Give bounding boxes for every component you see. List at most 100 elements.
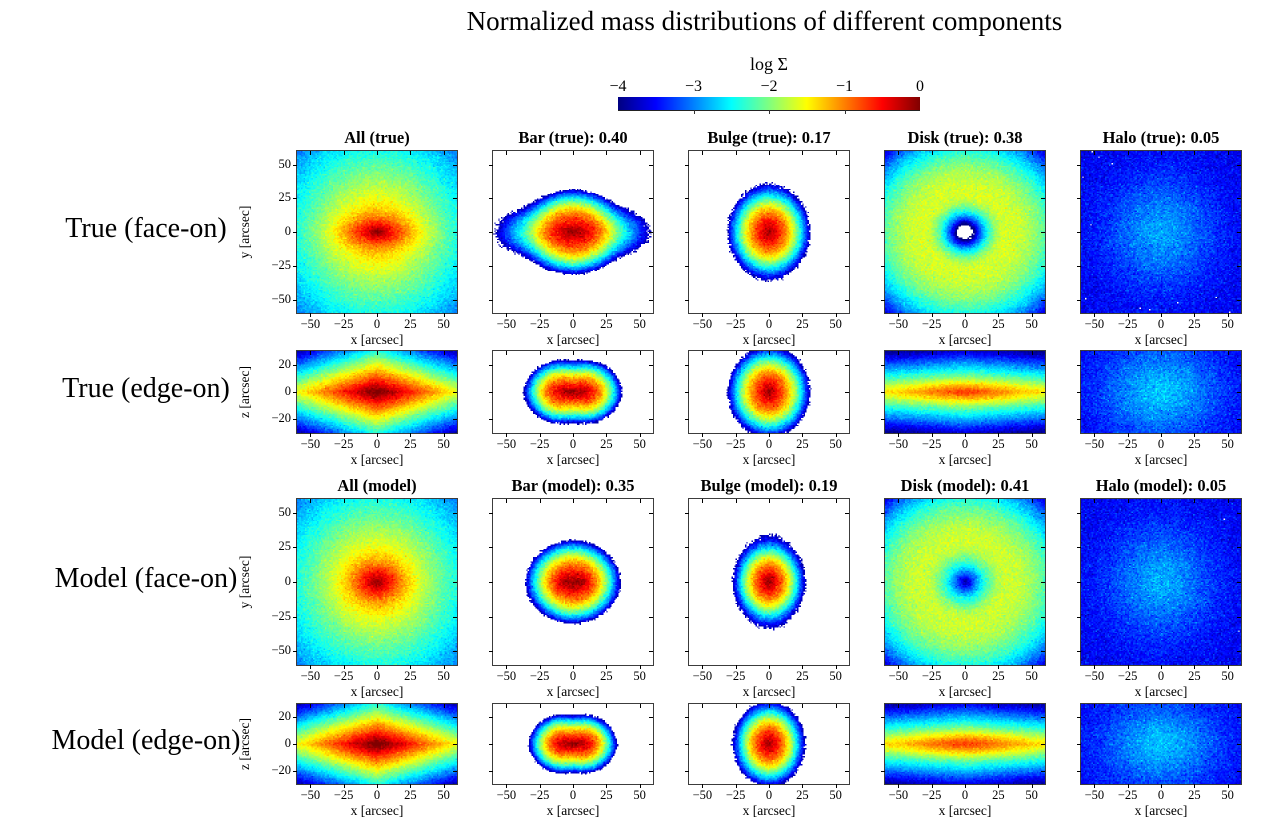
x-axis-label: x [arcsec] [297,684,457,700]
y-tick [1237,651,1241,652]
x-axis-label: x [arcsec] [493,332,653,348]
x-tick-label: 50 [1206,317,1250,332]
y-tick-label: −20 [261,763,291,778]
y-tick [1237,266,1241,267]
y-tick [1077,771,1081,772]
x-tick [1228,499,1229,503]
x-tick [965,499,966,503]
x-axis-label: x [arcsec] [1081,803,1241,819]
x-tick [1194,151,1195,155]
y-tick [453,300,457,301]
y-tick [649,513,653,514]
y-tick [1077,651,1081,652]
y-tick [881,232,885,233]
y-tick [293,771,297,772]
y-tick [1077,419,1081,420]
x-tick [898,704,899,708]
x-axis-label: x [arcsec] [885,803,1045,819]
x-tick [444,704,445,708]
x-tick [769,499,770,503]
x-tick [702,499,703,503]
y-tick [1237,744,1241,745]
x-tick [344,499,345,503]
colorbar-gradient [618,97,920,111]
y-tick [845,717,849,718]
x-tick [1094,351,1095,355]
x-tick [344,704,345,708]
y-tick [685,300,689,301]
heatmap-canvas [885,499,1045,665]
y-tick [1041,198,1045,199]
y-tick [649,717,653,718]
y-tick [1077,392,1081,393]
x-tick [377,151,378,155]
y-tick [1077,582,1081,583]
y-tick [1237,582,1241,583]
x-tick [310,151,311,155]
colorbar-tick-mark [694,110,695,114]
y-tick [1041,771,1045,772]
y-tick [453,419,457,420]
x-tick-label: 50 [814,437,858,452]
panel-title: Bar (model): 0.35 [512,476,635,496]
x-tick [932,351,933,355]
x-tick-label: 50 [1010,788,1054,803]
y-tick [845,771,849,772]
x-axis-label: x [arcsec] [297,803,457,819]
y-tick [649,771,653,772]
x-tick [736,151,737,155]
y-tick [489,392,493,393]
panel-disk-model-edge: −50 −25 0 25 50 x [arcsec] [884,703,1046,785]
y-tick [453,392,457,393]
panel-all-true-edge: −50 −25 0 25 50 −20 0 20 x [arcsec] z [arcsec] [296,350,458,434]
x-tick [573,151,574,155]
x-tick [965,351,966,355]
x-tick [998,151,999,155]
x-tick [769,351,770,355]
x-tick [802,704,803,708]
y-tick [489,617,493,618]
x-axis-label: x [arcsec] [885,452,1045,468]
x-tick [998,351,999,355]
x-tick [1128,704,1129,708]
x-tick-label: 50 [422,317,466,332]
y-tick-label: 50 [261,157,291,172]
x-tick [640,704,641,708]
x-tick-label: 50 [422,437,466,452]
y-tick [881,582,885,583]
x-axis-label: x [arcsec] [1081,684,1241,700]
y-tick [489,547,493,548]
panel-all-true-face: All (true) −50 −25 0 25 50 −50 −25 0 25 50 x [arcse… [296,150,458,314]
y-tick [453,582,457,583]
y-tick-label: −25 [261,609,291,624]
x-tick [640,351,641,355]
y-tick [453,513,457,514]
y-tick [685,419,689,420]
panel-bar-true-edge: −50 −25 0 25 50 x [arcsec] [492,350,654,434]
panel-halo-model-face: Halo (model): 0.05 −50 −25 0 25 50 x [arcsec] [1080,498,1242,666]
y-tick-label: −25 [261,258,291,273]
x-tick [377,704,378,708]
x-tick [506,151,507,155]
y-tick-label: 25 [261,190,291,205]
y-tick [685,513,689,514]
y-tick [845,232,849,233]
y-tick [1077,617,1081,618]
y-tick [489,266,493,267]
heatmap-canvas [493,499,653,665]
heatmap-canvas [297,351,457,433]
y-tick [649,582,653,583]
x-tick [702,351,703,355]
x-tick-label: 50 [618,437,662,452]
y-tick [489,165,493,166]
figure-title: Normalized mass distributions of differe… [260,6,1269,37]
y-tick [293,365,297,366]
y-tick [881,392,885,393]
y-tick [1237,419,1241,420]
y-tick [1237,547,1241,548]
x-tick [540,499,541,503]
y-tick [293,744,297,745]
y-tick [845,547,849,548]
x-tick [573,351,574,355]
x-tick [506,499,507,503]
